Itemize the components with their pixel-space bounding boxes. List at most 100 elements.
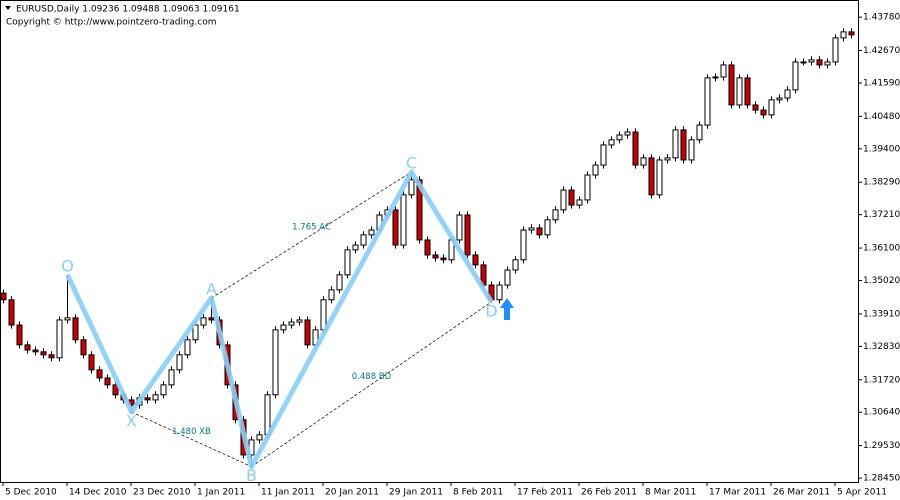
ratio-label: 0.488 BD (352, 372, 392, 382)
candle-body (40, 351, 47, 356)
candle-body (688, 139, 695, 161)
y-tick-label: 1.36100 (863, 244, 900, 254)
y-tick-label: 1.40480 (863, 112, 900, 122)
candle-body (144, 397, 151, 401)
candle-body (408, 179, 415, 196)
candle-body (88, 354, 95, 371)
candle-body (464, 214, 471, 256)
candle-body (104, 377, 111, 386)
ratio-line (211, 171, 412, 299)
x-tick-label: 14 Dec 2010 (69, 488, 127, 498)
pattern-line (65, 169, 494, 470)
chart-subtitle: Copyright © http://www.pointzero-trading… (6, 18, 216, 28)
pattern-label: O (61, 256, 74, 275)
candle-body (768, 99, 775, 116)
candle-body (536, 227, 543, 236)
candle-body (424, 239, 431, 256)
candle-body (296, 319, 303, 323)
candle-body (472, 254, 479, 266)
candle-body (752, 104, 759, 111)
x-tick-label: 8 Feb 2011 (453, 488, 503, 498)
candle-body (336, 274, 343, 291)
menu-triangle (5, 6, 11, 10)
x-tick-label: 26 Feb 2011 (581, 488, 637, 498)
candle-body (432, 254, 439, 259)
y-tick-label: 1.43780 (863, 13, 900, 23)
pattern-label: D (485, 301, 497, 320)
candle-body (328, 289, 335, 301)
candle-body (440, 257, 447, 261)
candle-body (528, 227, 535, 231)
pattern-label: X (126, 411, 137, 430)
candle-body (632, 131, 639, 166)
candle-body (792, 61, 799, 91)
candle-body (288, 321, 295, 326)
candle-body (840, 31, 847, 39)
candle-body (184, 339, 191, 356)
x-tick-label: 17 Feb 2011 (517, 488, 573, 498)
candle-body (704, 77, 711, 126)
ratio-line (131, 411, 252, 467)
candle-body (648, 157, 655, 196)
x-tick-label: 20 Jan 2011 (325, 488, 379, 498)
candle-body (176, 354, 183, 371)
candle-body (24, 344, 31, 351)
candle-body (832, 37, 839, 63)
candle-body (152, 394, 159, 401)
y-tick-label: 1.42670 (863, 46, 900, 56)
candle-body (560, 189, 567, 211)
candle-body (600, 144, 607, 166)
candle-body (504, 269, 511, 286)
x-tick-label: 17 Mar 2011 (709, 488, 766, 498)
candle-body (160, 384, 167, 396)
candle-body (520, 229, 527, 261)
candle-body (808, 59, 815, 63)
ratio-label: 1.480 XB (172, 427, 211, 437)
candle-body (496, 284, 503, 301)
candle-body (64, 317, 71, 321)
candle-body (680, 129, 687, 161)
candle-body (256, 434, 263, 441)
x-tick-label: 1 Jan 2011 (197, 488, 245, 498)
candle-body (352, 244, 359, 251)
pattern-label: C (406, 153, 417, 172)
candle-body (360, 234, 367, 246)
candle-body (512, 259, 519, 271)
y-tick-label: 1.37210 (863, 210, 900, 220)
candle-body (280, 324, 287, 331)
y-tick-label: 1.31720 (863, 375, 900, 385)
candle-body (800, 61, 807, 64)
candle-body (8, 299, 15, 326)
candle-body (304, 319, 311, 346)
candle-body (816, 59, 823, 66)
candle-body (656, 159, 663, 196)
plot-area (0, 28, 855, 467)
candle-body (544, 219, 551, 236)
y-tick-label: 1.28450 (863, 474, 900, 484)
x-tick-label: 29 Jan 2011 (389, 488, 443, 498)
candle-body (624, 131, 631, 136)
ratio-line (251, 301, 492, 467)
candle-body (344, 249, 351, 276)
candle-body (552, 209, 559, 221)
candle-body (0, 292, 7, 301)
y-tick-label: 1.29530 (863, 441, 900, 451)
x-tick-label: 11 Jan 2011 (261, 488, 315, 498)
candle-body (56, 319, 63, 359)
x-tick-label: 5 Dec 2010 (5, 488, 57, 498)
candle-body (848, 31, 855, 36)
candle-body (272, 329, 279, 396)
buy-arrow (500, 298, 514, 320)
candle-body (72, 317, 79, 341)
candle-body (208, 317, 215, 321)
candle-body (616, 134, 623, 141)
candle-body (720, 64, 727, 78)
candle-body (784, 89, 791, 99)
candle-body (392, 209, 399, 246)
candle-body (200, 317, 207, 326)
y-tick-label: 1.38290 (863, 178, 900, 188)
x-tick-label: 8 Mar 2011 (645, 488, 696, 498)
candle-body (416, 179, 423, 241)
candle-body (824, 61, 831, 66)
candle-body (728, 64, 735, 106)
